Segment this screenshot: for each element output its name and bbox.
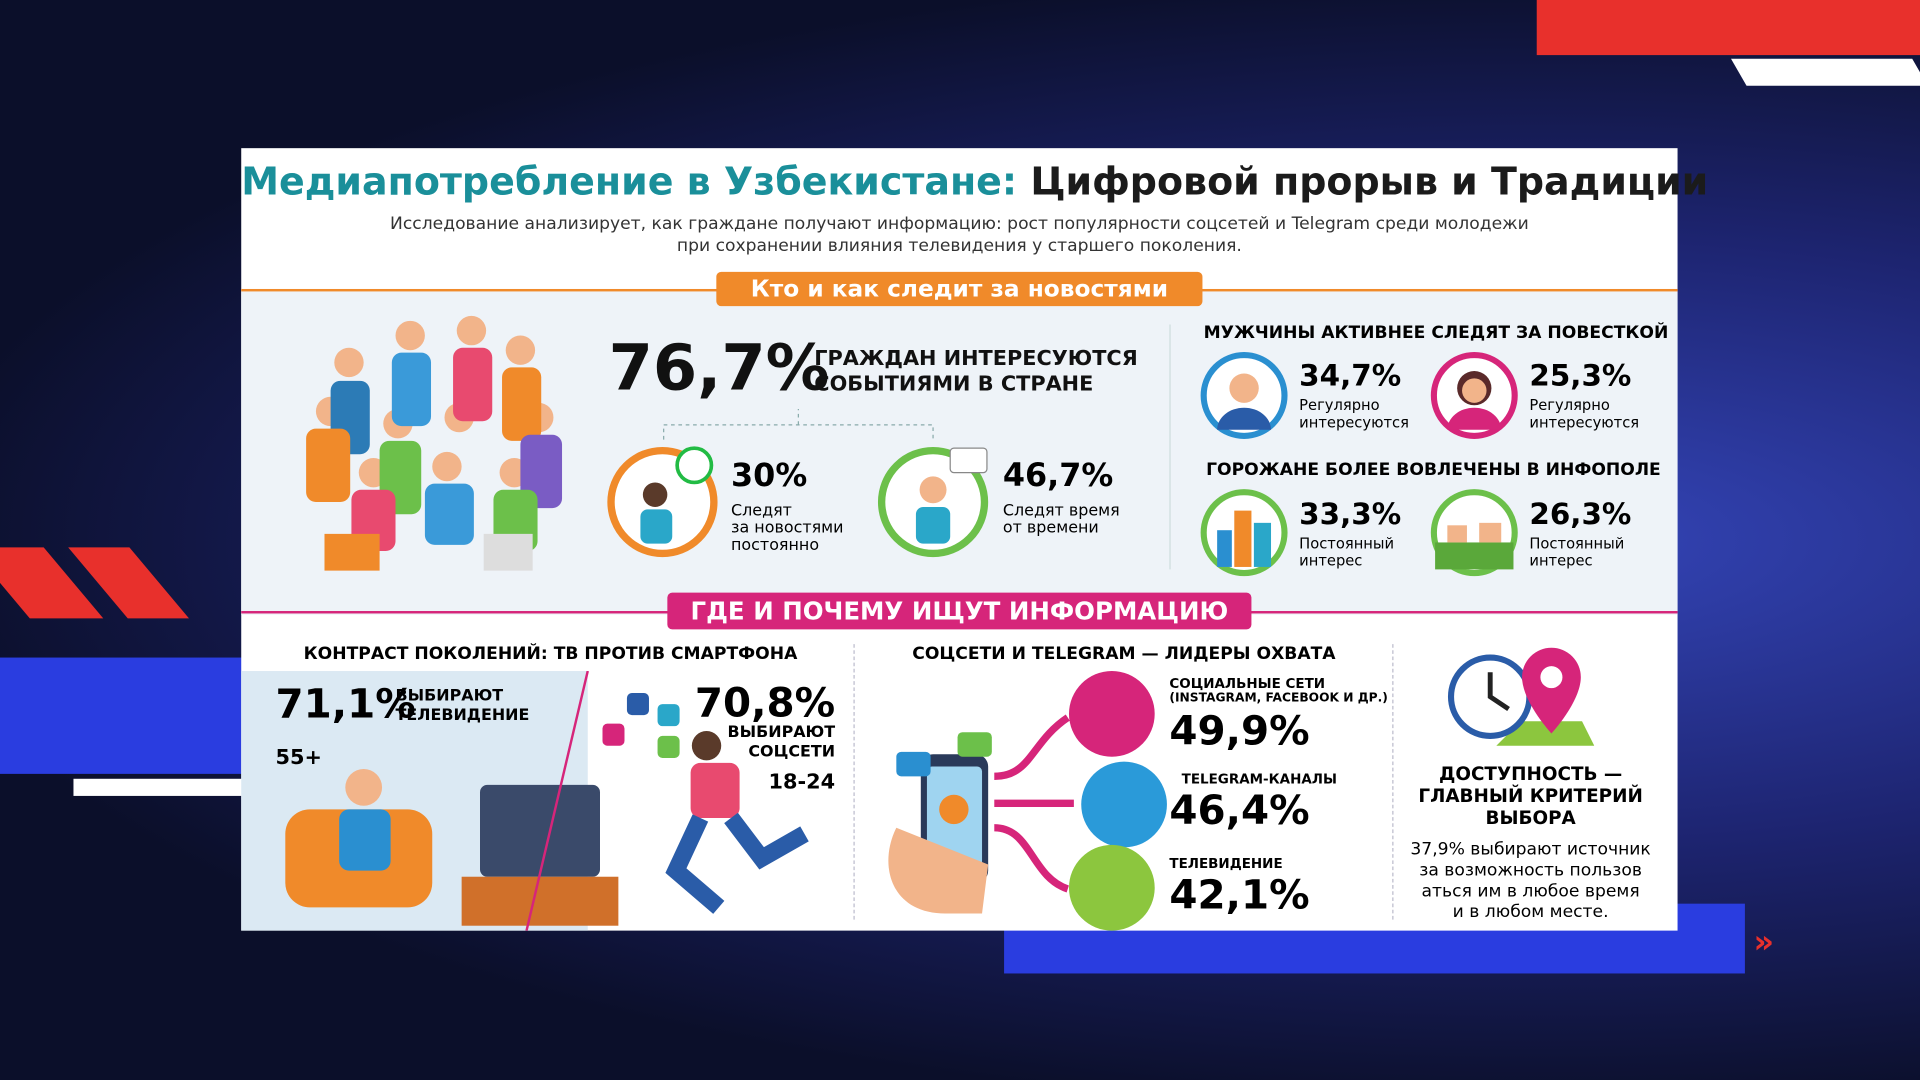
connector xyxy=(663,408,934,440)
social-value: 70,8% xyxy=(694,678,836,727)
headline-label: ГРАЖДАН ИНТЕРЕСУЮТСЯ xyxy=(814,346,1138,372)
tv-value: 71,1% xyxy=(275,679,416,728)
stripe-red-top xyxy=(1536,0,1920,56)
divider xyxy=(1392,644,1394,920)
gender-title: МУЖЧИНЫ АКТИВНЕЕ СЛЕДЯТ ЗА ПОВЕСТКОЙ xyxy=(1203,323,1669,343)
social-label: ВЫБИРАЮТ xyxy=(727,723,836,743)
divider-diagonal xyxy=(525,671,589,931)
access-title: ГЛАВНЫЙ КРИТЕРИЙ xyxy=(1418,784,1643,807)
icon-woman xyxy=(1430,352,1518,439)
stat-label: от времени xyxy=(1002,519,1099,538)
access-text: и в любом месте. xyxy=(1452,902,1609,923)
stat-label: за новостями xyxy=(731,519,844,538)
icon-clock-reader xyxy=(607,446,718,558)
title: Медиапотребление в Узбекистане: Цифровой… xyxy=(241,160,1708,205)
access-text: за возможность пользов xyxy=(1419,860,1643,881)
subtitle: Исследование анализирует, как граждане п… xyxy=(390,214,1529,234)
stripe-white-left xyxy=(73,778,245,796)
stripe-white-top xyxy=(1730,58,1920,86)
phone-illustration xyxy=(888,714,1074,914)
urban-label: интерес xyxy=(1299,552,1363,570)
reach-icon-social xyxy=(1068,671,1155,757)
people-illustration xyxy=(306,315,563,571)
reach-value: 46,4% xyxy=(1169,786,1310,834)
access-title: ВЫБОРА xyxy=(1485,806,1576,829)
stat-value: 30% xyxy=(731,457,808,495)
stat-value: 46,7% xyxy=(1002,457,1114,495)
urban-label: Постоянный xyxy=(1299,535,1395,553)
headline-label: СОБЫТИЯМИ В СТРАНЕ xyxy=(814,372,1094,397)
infographic-card: Медиапотребление в Узбекистане: Цифровой… xyxy=(241,148,1708,931)
icon-village xyxy=(1430,489,1518,577)
arrow-icon: » xyxy=(1753,924,1775,962)
icon-man xyxy=(1200,352,1288,439)
title-accent: Медиапотребление в Узбекистане: xyxy=(241,160,1018,205)
icon-phone-man xyxy=(877,446,989,558)
gender-label: Регулярно xyxy=(1299,396,1380,414)
urban-label: интерес xyxy=(1529,552,1593,570)
tv-label: ТЕЛЕВИДЕНИЕ xyxy=(395,706,530,725)
stat-label: Следят время xyxy=(1002,502,1120,521)
urban-label: Постоянный xyxy=(1529,535,1625,553)
stat-label: постоянно xyxy=(731,536,820,555)
reach-label: TELEGRAM-КАНАЛЫ xyxy=(1181,771,1337,788)
reach-value: 49,9% xyxy=(1169,706,1310,755)
reach-label: (INSTAGRAM, FACEBOOK И ДР.) xyxy=(1169,691,1388,706)
tv-age: 55+ xyxy=(275,745,322,771)
access-text: 37,9% выбирают источник xyxy=(1410,840,1651,860)
reach-title: СОЦСЕТИ И TELEGRAM — ЛИДЕРЫ ОХВАТА xyxy=(912,644,1336,664)
tv-label: ВЫБИРАЮТ xyxy=(395,686,504,706)
stripe-blue-left xyxy=(0,657,245,774)
reach-label: ТЕЛЕВИДЕНИЕ xyxy=(1169,855,1283,872)
access-icon xyxy=(1447,647,1595,746)
divider xyxy=(853,644,855,920)
gender-label: интересуются xyxy=(1529,413,1640,432)
title-main: Цифровой прорыв и Традиции xyxy=(1030,160,1709,205)
stat-label: Следят xyxy=(731,502,792,521)
urban-title: ГОРОЖАНЕ БОЛЕЕ ВОВЛЕЧЕНЫ В ИНФОПОЛЕ xyxy=(1206,460,1661,481)
generations-title: КОНТРАСТ ПОКОЛЕНИЙ: ТВ ПРОТИВ СМАРТФОНА xyxy=(303,644,798,664)
reach-value: 42,1% xyxy=(1169,870,1310,919)
icon-city xyxy=(1200,489,1288,577)
runner-illustration xyxy=(602,693,809,914)
section1-banner: Кто и как следит за новостями xyxy=(716,271,1203,307)
gender-label: Регулярно xyxy=(1529,396,1610,414)
urban-value: 33,3% xyxy=(1299,497,1402,532)
access-text: аться им в любое время xyxy=(1421,881,1640,902)
subtitle: при сохранении влияния телевидения у ста… xyxy=(676,236,1242,256)
reach-icon-telegram xyxy=(1081,761,1167,848)
social-age: 18-24 xyxy=(768,770,836,795)
section2-banner: ГДЕ И ПОЧЕМУ ИЩУТ ИНФОРМАЦИЮ xyxy=(667,592,1252,630)
gender-label: интересуются xyxy=(1299,413,1409,432)
reach-icon-tv xyxy=(1068,844,1155,931)
gender-value: 34,7% xyxy=(1299,358,1402,394)
gender-value: 25,3% xyxy=(1529,358,1632,394)
headline-value: 76,7% xyxy=(608,331,830,406)
tv-illustration xyxy=(285,768,619,926)
reach-label: СОЦИАЛЬНЫЕ СЕТИ xyxy=(1169,675,1326,692)
social-label: СОЦСЕТИ xyxy=(748,743,836,762)
divider xyxy=(1169,324,1171,570)
urban-value: 26,3% xyxy=(1529,497,1632,532)
access-title: ДОСТУПНОСТЬ — xyxy=(1438,762,1623,785)
